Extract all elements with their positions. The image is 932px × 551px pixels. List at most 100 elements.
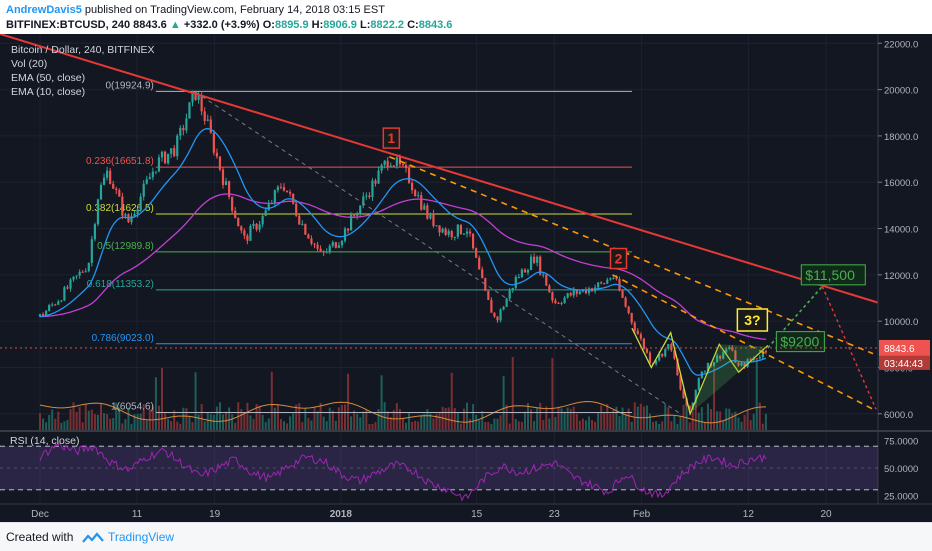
volume-bar	[734, 411, 737, 430]
candle	[661, 353, 664, 357]
candle	[536, 256, 539, 263]
volume-bar	[432, 418, 435, 430]
candle	[664, 348, 667, 357]
annotation-2-box	[609, 247, 628, 270]
volume-bar	[322, 416, 325, 430]
candle	[78, 271, 81, 276]
fib-level-label: 0.786(9023.0)	[92, 333, 154, 344]
candle	[749, 359, 752, 361]
candle	[255, 223, 258, 230]
candle	[694, 389, 697, 403]
volume-bar	[386, 411, 389, 430]
candle	[142, 183, 145, 197]
volume-bar	[328, 407, 331, 430]
candle	[560, 303, 563, 305]
candle	[505, 298, 508, 307]
volume-bar	[469, 418, 472, 430]
candle	[136, 209, 139, 214]
candle	[529, 256, 533, 270]
created-with-text: Created with	[6, 530, 74, 544]
volume-bar	[222, 414, 224, 430]
up-arrow-icon: ▲	[169, 19, 181, 31]
volume-bar	[615, 406, 618, 430]
volume-bar	[301, 422, 304, 430]
tradingview-brand-link[interactable]: TradingView	[108, 530, 175, 544]
volume-bar	[429, 413, 432, 430]
candle	[426, 205, 429, 219]
volume-bar	[240, 409, 243, 430]
volume-bar	[161, 368, 163, 430]
candle	[472, 233, 475, 249]
volume-bar	[356, 413, 359, 430]
candle	[609, 278, 612, 280]
volume-bar	[563, 411, 566, 430]
candle	[307, 234, 310, 239]
candle	[304, 224, 307, 235]
candle	[459, 224, 462, 235]
price-tick-label: 20000.0	[884, 86, 918, 97]
chart-area[interactable]: 0(19924.9) 0.236(16651.8) 0.382(14626.5) 0.…	[0, 34, 932, 522]
volume-bar	[655, 421, 658, 430]
volume-bar	[179, 423, 182, 430]
volume-bar	[694, 403, 697, 430]
candle	[697, 378, 700, 390]
time-axis[interactable]	[0, 504, 932, 522]
rsi-tick-label: 50.0000	[884, 464, 918, 475]
volume-bar	[520, 421, 523, 430]
author-link[interactable]: AndrewDavis5	[6, 4, 82, 16]
volume-bar	[164, 413, 167, 430]
volume-bar	[206, 413, 209, 430]
volume-bar	[276, 404, 279, 430]
fib-level-label: 1(6054.6)	[111, 402, 154, 413]
candle	[450, 231, 453, 238]
candle	[54, 304, 57, 306]
candle	[542, 274, 545, 276]
symbol-line: BITFINEX:BTCUSD, 240 8843.6 ▲ +332.0 (+3…	[6, 19, 452, 31]
volume-bar	[572, 406, 575, 430]
price-scale[interactable]	[878, 34, 932, 504]
candle	[557, 302, 560, 304]
candle	[761, 350, 764, 358]
candle	[237, 217, 240, 227]
candle	[380, 165, 383, 171]
volume-bar	[136, 413, 139, 430]
candle	[612, 278, 615, 280]
volume-bar	[81, 422, 84, 430]
candle	[319, 248, 322, 252]
open-label: O:	[262, 19, 275, 31]
candle	[224, 181, 228, 185]
volume-bar	[496, 418, 499, 430]
candle	[209, 119, 212, 133]
volume-bar	[450, 372, 453, 430]
candle	[151, 171, 154, 178]
candle	[96, 199, 100, 225]
volume-bar	[667, 407, 670, 430]
chart-canvas[interactable]: 0(19924.9) 0.236(16651.8) 0.382(14626.5) 0.…	[0, 34, 932, 522]
tradingview-logo-icon	[82, 532, 104, 543]
volume-bar	[151, 405, 154, 430]
candle	[148, 177, 151, 180]
volume-bar	[316, 411, 319, 430]
candle	[523, 269, 527, 273]
volume-bar	[722, 420, 725, 430]
volume-bar	[764, 413, 767, 430]
volume-bar	[142, 404, 145, 430]
volume-bar	[380, 375, 383, 430]
volume-bar	[560, 408, 563, 430]
volume-bar	[176, 421, 179, 430]
volume-bar	[258, 405, 261, 430]
candle	[624, 297, 627, 307]
volume-bar	[103, 413, 106, 430]
candle	[289, 192, 292, 194]
price-tick-label: 14000.0	[884, 225, 918, 236]
fib-level-label: 0.618(11353.2)	[87, 279, 154, 290]
candle	[566, 293, 569, 298]
candle	[401, 164, 405, 166]
publish-header: AndrewDavis5 published on TradingView.co…	[0, 0, 932, 34]
candle	[487, 290, 490, 300]
candle	[725, 349, 728, 353]
candle	[228, 181, 231, 197]
candle	[764, 350, 767, 353]
candle	[145, 179, 148, 184]
volume-bar	[264, 422, 267, 430]
